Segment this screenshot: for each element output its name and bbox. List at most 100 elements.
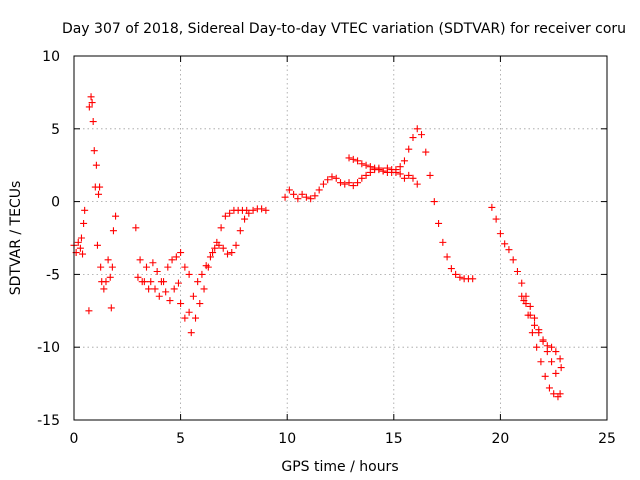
data-point (337, 179, 344, 187)
data-point (162, 288, 170, 296)
data-point (285, 186, 293, 194)
data-point (469, 275, 477, 283)
data-markers (70, 93, 565, 401)
data-point (90, 147, 98, 155)
data-point (543, 342, 551, 350)
data-point (155, 292, 163, 300)
data-point (189, 292, 197, 300)
data-point (81, 206, 89, 214)
data-point (332, 174, 340, 182)
data-point (535, 329, 543, 337)
data-point (409, 134, 417, 142)
data-point (79, 250, 87, 258)
data-point (541, 372, 549, 380)
data-point (204, 263, 212, 271)
data-point (147, 278, 155, 286)
data-point (294, 195, 302, 203)
data-point (262, 206, 270, 214)
data-point (405, 145, 413, 153)
data-point (556, 355, 564, 363)
series-seg-b (85, 93, 120, 315)
data-point (177, 249, 185, 257)
data-point (435, 219, 443, 227)
series-seg-d (134, 206, 251, 337)
data-point (501, 240, 509, 248)
data-point (211, 244, 219, 252)
data-point (96, 183, 104, 191)
data-point (492, 215, 500, 223)
data-point (539, 336, 547, 344)
data-point (177, 300, 185, 308)
y-tick-label: -15 (37, 413, 60, 429)
data-point (413, 125, 421, 133)
data-point (513, 267, 521, 275)
data-point (375, 164, 383, 172)
data-point (217, 224, 225, 232)
data-point (366, 163, 374, 171)
data-point (134, 273, 142, 281)
data-point (447, 265, 455, 273)
data-point (172, 253, 180, 261)
data-point (439, 238, 447, 246)
data-point (151, 285, 159, 293)
y-tick-label: 5 (51, 122, 60, 138)
data-point (443, 253, 451, 261)
x-tick-label: 20 (491, 431, 509, 447)
plot-frame (73, 55, 608, 421)
data-point (531, 321, 539, 329)
data-point (328, 173, 336, 181)
data-point (80, 219, 88, 227)
data-point (548, 358, 556, 366)
data-point (243, 206, 251, 214)
data-point (236, 227, 244, 235)
data-point (409, 174, 417, 182)
data-point (426, 171, 434, 179)
data-point (528, 329, 536, 337)
data-point (145, 285, 153, 293)
data-point (537, 358, 545, 366)
data-point (232, 241, 240, 249)
data-point (392, 168, 400, 176)
data-point (315, 186, 323, 194)
data-point (533, 343, 541, 351)
data-point (400, 157, 408, 165)
y-tick-label: 0 (51, 195, 60, 211)
data-point (209, 249, 217, 257)
grid-layer (74, 56, 607, 420)
data-point (166, 297, 174, 305)
data-point (298, 190, 306, 198)
data-point (354, 179, 362, 187)
data-point (185, 270, 193, 278)
data-point (349, 182, 357, 190)
data-point (95, 190, 103, 198)
series-seg-c (132, 205, 270, 322)
data-point (531, 314, 539, 322)
data-point (452, 270, 460, 278)
data-point (290, 190, 298, 198)
data-point (258, 205, 266, 213)
y-axis-label: SDTVAR / TECUs (8, 181, 24, 296)
data-point (106, 273, 114, 281)
data-point (170, 285, 178, 293)
x-tick-label: 5 (176, 431, 185, 447)
data-point (93, 241, 101, 249)
data-point (396, 170, 404, 178)
data-point (358, 174, 366, 182)
data-point (149, 259, 157, 267)
data-point (102, 278, 110, 286)
data-point (85, 103, 93, 111)
data-point (557, 364, 565, 372)
data-point (358, 160, 366, 168)
x-tick-label: 0 (70, 431, 79, 447)
data-point (520, 297, 528, 305)
x-tick-label: 10 (278, 431, 296, 447)
data-point (132, 224, 140, 232)
data-point (160, 278, 168, 286)
data-point (85, 307, 93, 315)
data-point (219, 244, 227, 252)
data-point (509, 256, 517, 264)
data-point (354, 157, 362, 165)
data-point (76, 244, 84, 252)
data-point (88, 99, 96, 107)
data-point (548, 343, 556, 351)
